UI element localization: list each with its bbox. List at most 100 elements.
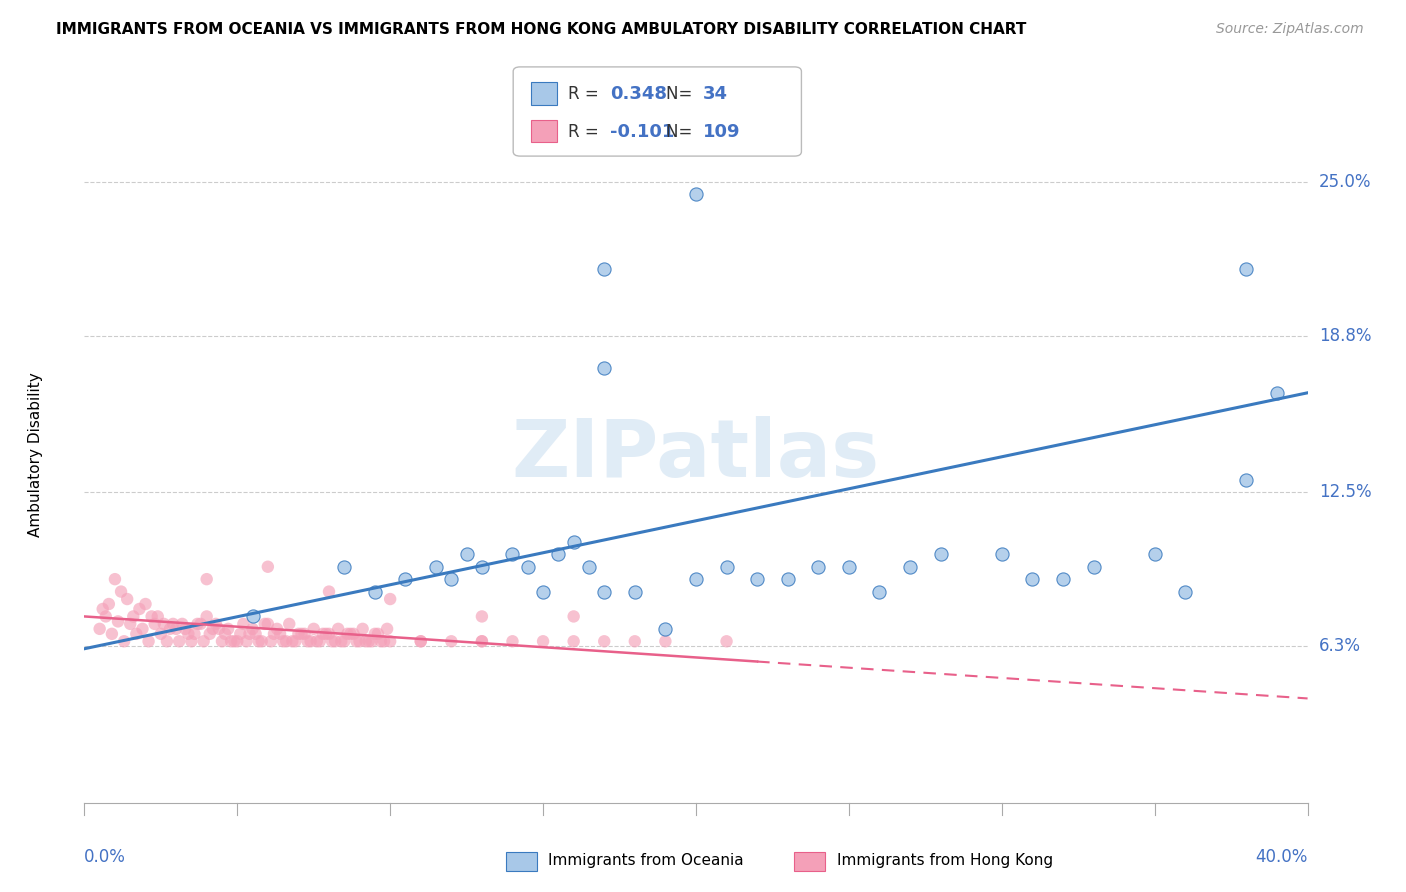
- Point: [991, 547, 1014, 561]
- Point: [276, 634, 298, 648]
- Point: [547, 547, 569, 561]
- Point: [271, 634, 294, 648]
- Point: [257, 616, 280, 631]
- Text: 0.348: 0.348: [610, 85, 668, 103]
- Point: [172, 616, 194, 631]
- Point: [838, 559, 860, 574]
- Point: [716, 634, 738, 648]
- Point: [1052, 572, 1074, 586]
- Text: 34: 34: [703, 85, 728, 103]
- Point: [425, 559, 447, 574]
- Point: [318, 584, 340, 599]
- Point: [336, 627, 359, 641]
- Point: [107, 615, 129, 629]
- Point: [776, 572, 799, 586]
- Point: [138, 634, 160, 648]
- Point: [284, 634, 307, 648]
- Point: [146, 609, 169, 624]
- Point: [128, 602, 150, 616]
- Point: [162, 616, 184, 631]
- Point: [328, 622, 350, 636]
- Point: [624, 584, 647, 599]
- Text: Ambulatory Disability: Ambulatory Disability: [28, 373, 44, 537]
- Point: [153, 616, 176, 631]
- Point: [1143, 547, 1166, 561]
- Point: [281, 634, 304, 648]
- Point: [456, 547, 478, 561]
- Point: [97, 597, 120, 611]
- Point: [654, 622, 676, 636]
- Point: [898, 559, 921, 574]
- Point: [1234, 473, 1257, 487]
- Text: Source: ZipAtlas.com: Source: ZipAtlas.com: [1216, 22, 1364, 37]
- Point: [367, 627, 389, 641]
- Point: [373, 634, 395, 648]
- Point: [471, 634, 494, 648]
- Point: [502, 547, 524, 561]
- Point: [290, 627, 312, 641]
- Point: [654, 634, 676, 648]
- Point: [156, 634, 179, 648]
- Point: [242, 609, 264, 624]
- Text: IMMIGRANTS FROM OCEANIA VS IMMIGRANTS FROM HONG KONG AMBULATORY DISABILITY CORRE: IMMIGRANTS FROM OCEANIA VS IMMIGRANTS FR…: [56, 22, 1026, 37]
- Point: [278, 616, 301, 631]
- Point: [235, 634, 257, 648]
- Point: [177, 627, 200, 641]
- Point: [346, 634, 368, 648]
- Point: [101, 627, 124, 641]
- Point: [110, 584, 132, 599]
- Point: [685, 572, 707, 586]
- Point: [167, 634, 190, 648]
- Point: [219, 634, 242, 648]
- Point: [531, 584, 554, 599]
- Point: [562, 634, 585, 648]
- Point: [330, 634, 353, 648]
- Point: [193, 634, 215, 648]
- Point: [266, 622, 288, 636]
- Point: [380, 592, 402, 607]
- Point: [1174, 584, 1197, 599]
- Point: [807, 559, 830, 574]
- Point: [333, 559, 356, 574]
- Point: [94, 609, 117, 624]
- Point: [91, 602, 114, 616]
- Point: [89, 622, 111, 636]
- Point: [562, 535, 585, 549]
- Point: [250, 634, 273, 648]
- Point: [245, 627, 267, 641]
- Point: [198, 627, 221, 641]
- Point: [115, 592, 138, 607]
- Text: ZIPatlas: ZIPatlas: [512, 416, 880, 494]
- Text: -0.101: -0.101: [610, 122, 675, 141]
- Point: [321, 634, 343, 648]
- Point: [516, 559, 538, 574]
- Point: [214, 627, 236, 641]
- Point: [593, 361, 616, 376]
- Point: [308, 634, 330, 648]
- Point: [471, 559, 494, 574]
- Text: Immigrants from Oceania: Immigrants from Oceania: [548, 854, 744, 868]
- Point: [195, 609, 218, 624]
- Point: [593, 584, 616, 599]
- Point: [375, 622, 398, 636]
- Point: [183, 627, 205, 641]
- Point: [149, 627, 172, 641]
- Point: [201, 622, 224, 636]
- Point: [593, 261, 616, 276]
- Point: [208, 622, 231, 636]
- Text: N=: N=: [666, 122, 697, 141]
- Point: [624, 634, 647, 648]
- Text: 40.0%: 40.0%: [1256, 848, 1308, 866]
- Point: [174, 622, 197, 636]
- Text: 25.0%: 25.0%: [1319, 172, 1371, 191]
- Point: [562, 609, 585, 624]
- Point: [135, 597, 157, 611]
- Point: [685, 187, 707, 202]
- Point: [294, 627, 316, 641]
- Point: [929, 547, 952, 561]
- Point: [1234, 261, 1257, 276]
- Point: [357, 634, 380, 648]
- Point: [531, 634, 554, 648]
- Point: [224, 634, 246, 648]
- Text: N=: N=: [666, 85, 697, 103]
